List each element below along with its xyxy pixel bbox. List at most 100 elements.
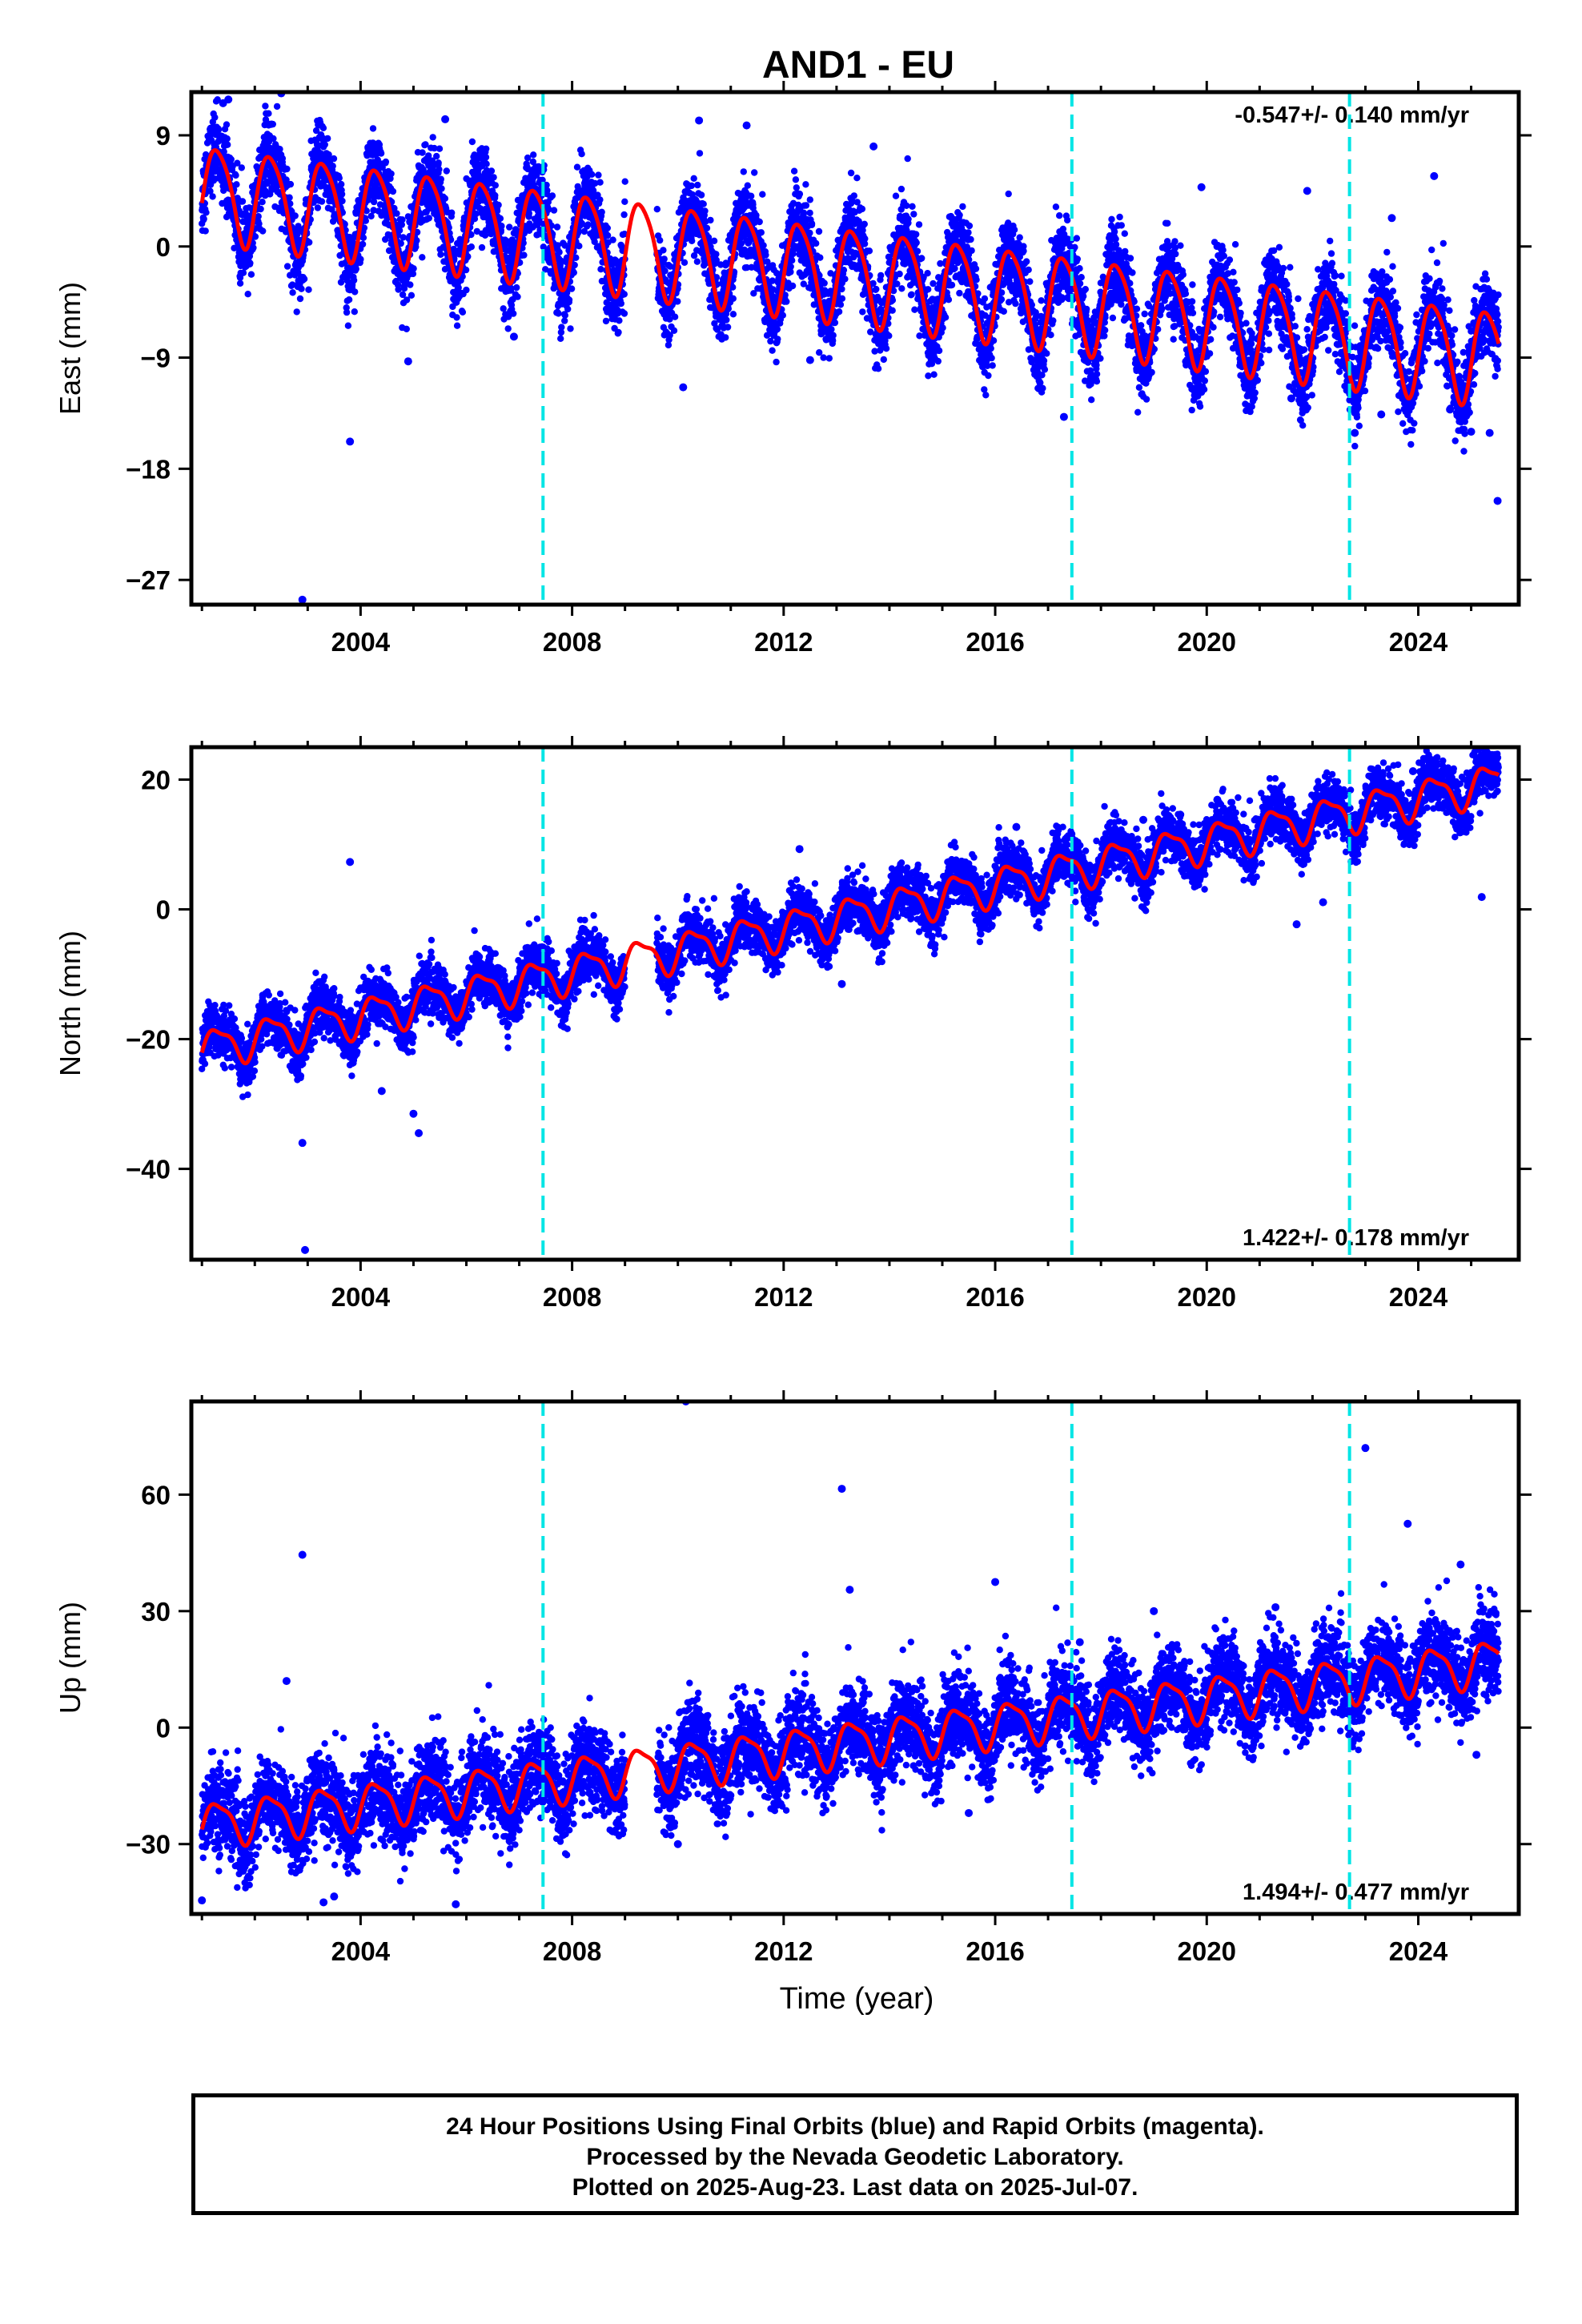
north-outlier-point (1213, 795, 1222, 804)
x-axis-label: Time (year) (780, 1982, 934, 2016)
up-y-tick-label: 60 (141, 1480, 171, 1510)
north-model-curve (199, 766, 1500, 1066)
north-y-tick-label: −20 (126, 1025, 171, 1055)
footer-line-1: 24 Hour Positions Using Final Orbits (bl… (446, 2113, 1264, 2140)
north-frame (189, 745, 1521, 1262)
north-outlier-point (409, 1109, 418, 1118)
up-frame (189, 1399, 1521, 1916)
footer-line-3: Plotted on 2025-Aug-23. Last data on 202… (572, 2174, 1138, 2201)
north-x-tick-label: 2012 (754, 1282, 813, 1312)
up-outlier-point (837, 1485, 846, 1494)
up-outlier-point (1271, 1602, 1280, 1611)
north-y-axis-label: North (mm) (54, 931, 86, 1076)
east-x-tick-label: 2024 (1389, 627, 1448, 657)
east-model-curve (199, 148, 1501, 408)
east-outlier-point (742, 121, 751, 130)
east-outlier-point (1351, 428, 1359, 437)
up-outlier-point (282, 1677, 291, 1686)
east-outlier-point (1493, 497, 1502, 505)
east-outlier-point (1303, 187, 1311, 195)
up-y-axis-label: Up (mm) (54, 1602, 86, 1714)
east-x-tick-label: 2008 (543, 627, 601, 657)
north-x-tick-label: 2016 (966, 1282, 1024, 1312)
north-y-tick-label: 0 (156, 895, 171, 925)
east-y-tick-label: −18 (126, 454, 171, 484)
north-outlier-point (377, 1087, 386, 1096)
north-plot-area (199, 747, 1502, 1254)
east-outlier-point (404, 357, 412, 366)
up-data-points (198, 1401, 1502, 1908)
east-outlier-point (869, 142, 878, 151)
up-x-tick-label: 2004 (331, 1936, 391, 1966)
up-outlier-point (198, 1896, 207, 1905)
up-outlier-point (330, 1892, 339, 1901)
north-x-ticks: 2004 2008 2012 2016 2020 2024 (200, 736, 1473, 1312)
up-outlier-point (298, 1550, 307, 1559)
east-outlier-point (298, 595, 307, 604)
north-outlier-point (346, 858, 355, 866)
up-rate-label: 1.494+/- 0.477 mm/yr (1243, 1880, 1469, 1905)
east-outlier-point (805, 356, 814, 364)
north-outlier-point (1139, 815, 1148, 824)
north-y-ticks: 20 0 −20 −40 (126, 766, 1532, 1184)
east-outlier-point (1467, 428, 1476, 436)
up-plot-area (198, 1401, 1502, 1908)
east-outlier-point (1485, 428, 1494, 437)
north-outlier-point (1491, 750, 1500, 759)
up-x-tick-label: 2008 (543, 1936, 601, 1966)
north-outlier-point (1012, 822, 1021, 831)
north-outlier-point (415, 1129, 424, 1138)
east-outlier-point (1287, 394, 1295, 403)
north-outlier-point (578, 924, 587, 933)
east-x-tick-label: 2016 (966, 627, 1024, 657)
east-outlier-point (1059, 412, 1068, 421)
north-outlier-point (1408, 766, 1417, 775)
east-outlier-point (1387, 214, 1396, 223)
up-y-tick-label: 0 (156, 1713, 171, 1743)
east-outlier-point (441, 115, 450, 123)
north-outlier-point (1176, 810, 1185, 819)
north-outlier-point (1477, 893, 1486, 902)
north-outlier-point (301, 1245, 310, 1254)
east-outlier-point (679, 383, 688, 392)
north-outlier-point (837, 979, 846, 988)
up-outlier-point (991, 1578, 1000, 1586)
up-x-ticks: 2004 2008 2012 2016 2020 2024 (200, 1390, 1473, 1966)
east-frame (189, 90, 1521, 607)
east-daily-positions (199, 96, 1502, 455)
east-outlier-point (1377, 410, 1386, 419)
up-outlier-point (1361, 1444, 1370, 1453)
up-outlier-point (673, 1839, 682, 1848)
east-panel: 2004 2008 2012 2016 2020 2024 9 0 −9 −18 −27 East… (54, 81, 1532, 657)
east-outlier-point (695, 116, 704, 125)
east-outlier-point (1430, 171, 1439, 180)
north-x-tick-label: 2004 (331, 1282, 391, 1312)
north-data-points (199, 747, 1502, 1254)
north-outlier-point (1292, 920, 1301, 929)
east-plot-area (199, 92, 1502, 604)
up-outlier-point (1472, 1751, 1481, 1759)
east-outlier-point (509, 332, 518, 341)
east-x-tick-label: 2012 (754, 627, 813, 657)
up-y-tick-label: 30 (141, 1597, 171, 1626)
footer-caption-box: 24 Hour Positions Using Final Orbits (bl… (191, 2093, 1519, 2215)
up-x-tick-label: 2020 (1178, 1936, 1236, 1966)
up-outlier-point (452, 1900, 460, 1908)
east-outlier-point (224, 95, 233, 104)
up-x-tick-label: 2016 (966, 1936, 1024, 1966)
up-daily-positions (199, 1577, 1502, 1892)
north-outlier-point (795, 845, 804, 854)
north-outlier-point (1319, 898, 1327, 907)
north-y-tick-label: −40 (126, 1155, 171, 1184)
north-daily-positions (199, 747, 1502, 1100)
east-y-tick-label: −27 (126, 565, 171, 595)
north-x-tick-label: 2024 (1389, 1282, 1448, 1312)
up-outlier-point (1403, 1519, 1412, 1528)
north-outlier-point (1435, 769, 1443, 778)
east-data-points (199, 92, 1502, 604)
east-outlier-point (1446, 405, 1455, 414)
up-x-tick-label: 2024 (1389, 1936, 1448, 1966)
chart-title: AND1 - EU (762, 44, 954, 86)
east-rate-label: -0.547+/- 0.140 mm/yr (1235, 103, 1469, 128)
